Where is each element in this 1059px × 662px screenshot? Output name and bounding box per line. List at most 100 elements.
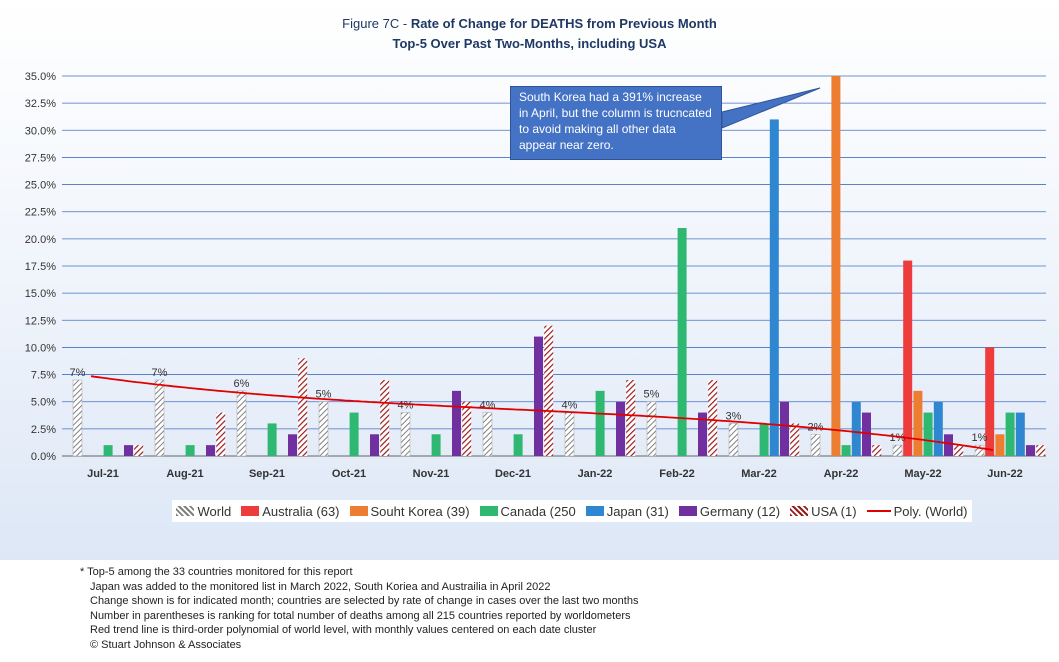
bar-germany-sep-21 [288, 434, 297, 456]
world-data-label: 5% [644, 389, 660, 401]
y-tick-label: 12.5% [25, 315, 56, 327]
bar-usa-oct-21 [380, 380, 390, 456]
footnote-line: Japan was added to the monitored list in… [90, 580, 551, 593]
legend-label: Poly. (World) [893, 503, 968, 519]
bar-world-oct-21 [318, 401, 329, 457]
y-tick-label: 32.5% [25, 98, 56, 110]
bar-canada-oct-21 [349, 412, 359, 456]
y-tick-label: 17.5% [25, 261, 56, 273]
world-data-label: 2% [808, 421, 824, 433]
bar-germany-feb-22 [698, 412, 707, 456]
bar-usa-nov-21 [462, 401, 472, 456]
bar-world-sep-21 [236, 390, 247, 457]
bar-germany-dec-21 [534, 336, 543, 456]
bar-world-jan-22 [564, 412, 575, 457]
legend-label: USA (1) [811, 503, 857, 519]
bar-world-jul-21 [72, 379, 83, 457]
legend-label: Japan (31) [606, 503, 669, 519]
bar-canada-jan-22 [595, 390, 605, 456]
bar-germany-jan-22 [616, 401, 625, 456]
legend-label: Canada (250 [500, 503, 576, 519]
title-main: Rate of Change for DEATHS from Previous … [410, 16, 717, 31]
bar-usa-jul-21 [134, 445, 144, 456]
legend-swatch [678, 506, 697, 516]
x-tick-label: Feb-22 [659, 468, 694, 480]
world-data-label: 1% [890, 432, 906, 444]
bar-usa-may-22 [954, 445, 964, 456]
legend-item: Souht Korea (39) [349, 504, 470, 519]
footnote-line: © Stuart Johnson & Associates [90, 638, 242, 651]
bar-canada-dec-21 [513, 434, 523, 456]
bar-world-feb-22 [646, 401, 657, 457]
y-tick-label: 27.5% [25, 152, 56, 164]
bar-canada-apr-22 [841, 445, 851, 456]
x-tick-label: May-22 [904, 468, 941, 480]
bar-germany-mar-22 [780, 401, 789, 456]
y-tick-label: 7.5% [31, 370, 56, 382]
chart-subtitle: Top-5 Over Past Two-Months, including US… [392, 36, 667, 51]
bar-souht-jun-22 [995, 434, 1005, 456]
bar-germany-nov-21 [452, 390, 461, 456]
title-prefix: Figure 7C - [342, 16, 411, 31]
bar-canada-may-22 [923, 412, 933, 456]
footnotes: * Top-5 among the 33 countries monitored… [80, 565, 638, 653]
bar-australia-may-22 [903, 260, 913, 456]
y-tick-label: 2.5% [31, 424, 56, 436]
x-tick-label: Jan-22 [578, 468, 613, 480]
bar-usa-jun-22 [1036, 445, 1046, 456]
world-data-label: 5% [316, 389, 332, 401]
bar-canada-mar-22 [759, 423, 769, 456]
y-tick-label: 5.0% [31, 397, 56, 409]
footnote-line: Red trend line is third-order polynomial… [90, 624, 597, 637]
y-tick-label: 10.0% [25, 342, 56, 354]
world-data-label: 4% [480, 400, 496, 412]
bar-usa-dec-21 [544, 325, 554, 456]
bar-germany-jul-21 [124, 445, 133, 456]
bar-canada-sep-21 [267, 423, 277, 456]
bar-world-apr-22 [810, 434, 821, 457]
bar-world-dec-21 [482, 412, 493, 457]
y-tick-label: 20.0% [25, 234, 56, 246]
bar-japan-apr-22 [851, 401, 861, 456]
world-data-label: 7% [70, 367, 86, 379]
bar-souht-apr-22 [831, 76, 841, 456]
x-tick-label: Jul-21 [87, 468, 119, 480]
callout-pointer [721, 87, 821, 129]
legend-swatch [585, 506, 604, 516]
legend-item: World [176, 504, 231, 519]
bar-world-nov-21 [400, 412, 411, 457]
x-tick-label: Nov-21 [413, 468, 450, 480]
y-tick-label: 30.0% [25, 125, 56, 137]
annotation-callout: South Korea had a 391% increase in April… [510, 86, 722, 160]
y-tick-label: 25.0% [25, 180, 56, 192]
legend-swatch [241, 506, 260, 516]
legend-item: Japan (31) [585, 503, 669, 519]
x-tick-label: Oct-21 [332, 468, 366, 480]
bar-souht-may-22 [913, 390, 923, 456]
bar-canada-nov-21 [431, 434, 441, 456]
x-tick-label: Jun-22 [987, 468, 1022, 480]
legend-label: Germany (12) [699, 503, 781, 519]
bar-germany-apr-22 [862, 412, 871, 456]
bar-usa-sep-21 [298, 358, 308, 456]
legend-swatch [790, 506, 809, 516]
footnote-line: * Top-5 among the 33 countries monitored… [80, 566, 353, 578]
y-tick-label: 22.5% [25, 207, 56, 219]
bar-world-mar-22 [728, 423, 739, 457]
footnote-line: Change shown is for indicated month; cou… [90, 595, 639, 608]
bar-usa-jan-22 [626, 380, 636, 456]
legend-swatch [349, 506, 368, 516]
bar-germany-may-22 [944, 434, 953, 456]
world-data-label: 7% [152, 367, 168, 379]
legend-item-trend: Poly. (World) [866, 503, 968, 519]
legend-swatch [479, 506, 498, 516]
footnote-line: Number in parentheses is ranking for tot… [90, 609, 631, 622]
world-data-label: 1% [972, 432, 988, 444]
chart-area: Figure 7C - Rate of Change for DEATHS fr… [0, 0, 1059, 560]
world-data-label: 4% [562, 400, 578, 412]
bar-usa-feb-22 [708, 380, 718, 456]
bar-usa-aug-21 [216, 412, 226, 456]
bar-japan-may-22 [933, 401, 943, 456]
bar-canada-feb-22 [677, 228, 687, 456]
world-data-label: 4% [398, 400, 414, 412]
